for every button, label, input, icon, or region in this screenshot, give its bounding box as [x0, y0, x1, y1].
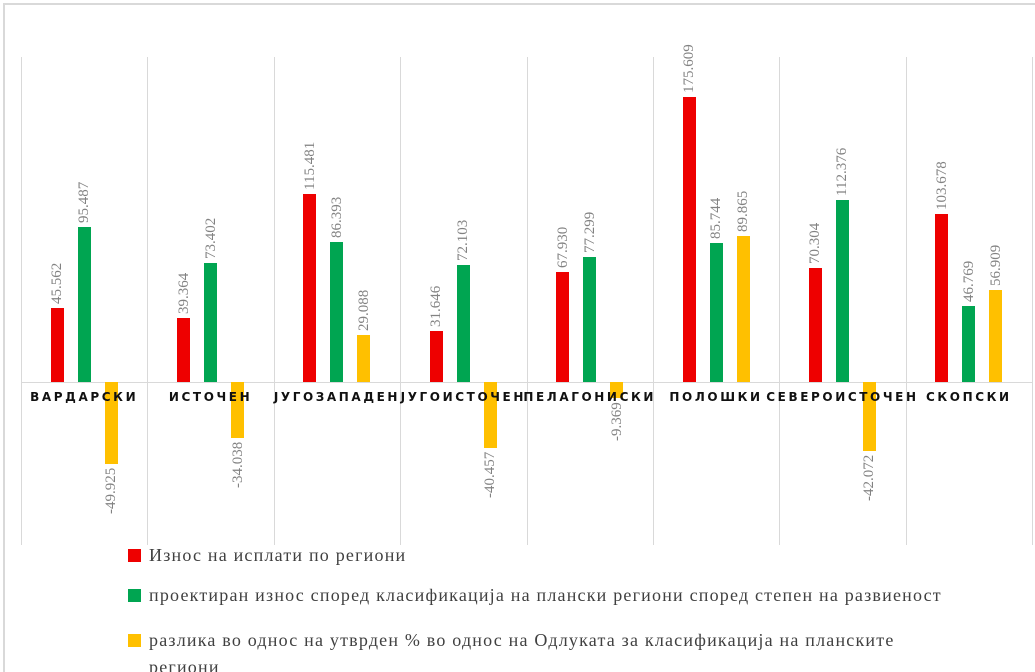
- bar-projected-5: [583, 256, 597, 383]
- value-label: 39.364: [175, 273, 192, 315]
- bar-projected-8: [962, 306, 976, 383]
- category-gridline: [1032, 57, 1033, 545]
- bar-payments-5: [556, 271, 570, 383]
- bar-payments-8: [935, 213, 949, 383]
- value-label: 31.646: [428, 285, 445, 327]
- category-gridline: [400, 57, 402, 545]
- legend-label-projected: проектиран износ според класификација на…: [149, 585, 942, 605]
- category-gridline: [273, 57, 275, 545]
- bar-payments-6: [682, 96, 696, 383]
- value-label: 95.487: [76, 181, 93, 223]
- value-label: -49.925: [103, 467, 120, 514]
- value-label: 73.402: [202, 217, 219, 259]
- value-label: -42.072: [861, 454, 878, 501]
- category-gridline: [21, 57, 22, 545]
- value-label: 70.304: [807, 222, 824, 264]
- bar-difference-5: [610, 382, 624, 398]
- category-gridline: [779, 57, 781, 545]
- bar-difference-1: [104, 382, 118, 464]
- legend-item-projected: проектиран износ според класификација на…: [128, 582, 969, 609]
- value-label: 89.865: [735, 190, 752, 233]
- bar-difference-8: [989, 289, 1003, 383]
- category-gridline: [905, 57, 907, 545]
- category-gridline: [526, 57, 528, 545]
- bar-difference-4: [483, 382, 497, 449]
- value-label: 72.103: [455, 219, 472, 262]
- value-label: 115.481: [301, 142, 318, 191]
- legend-label-difference: разлика во однос на утврден % во однос н…: [149, 630, 895, 672]
- bar-difference-6: [736, 236, 750, 383]
- value-label: 175.609: [681, 43, 698, 93]
- value-label: 86.393: [328, 196, 345, 238]
- value-label: 67.930: [554, 226, 571, 268]
- bar-payments-7: [808, 267, 822, 383]
- value-label: 112.376: [834, 147, 851, 196]
- bar-projected-4: [456, 265, 470, 383]
- value-label: 29.088: [355, 289, 372, 332]
- legend-item-payments: Износ на исплати по региони: [128, 542, 969, 569]
- category-gridline: [147, 57, 149, 545]
- bar-payments-3: [303, 194, 317, 383]
- plot-area: 45.562 39.364 115.481 31.646 67.930 175.609 70…: [21, 44, 1033, 545]
- bar-payments-4: [429, 330, 443, 383]
- bar-payments-1: [50, 308, 64, 383]
- value-label: 56.909: [987, 244, 1004, 286]
- bar-projected-6: [709, 242, 723, 383]
- legend-label-payments: Износ на исплати по региони: [149, 545, 407, 565]
- value-label: 77.299: [581, 211, 598, 253]
- bar-projected-3: [330, 241, 344, 383]
- zero-axis-line: [21, 382, 1032, 384]
- legend-swatch-yellow: [128, 634, 141, 647]
- bar-payments-2: [177, 318, 191, 383]
- value-label: 85.744: [708, 197, 725, 239]
- bar-projected-7: [835, 199, 849, 383]
- category-gridline: [652, 57, 654, 545]
- value-label: -34.038: [229, 441, 246, 488]
- legend-swatch-red: [128, 549, 141, 562]
- legend-swatch-green: [128, 589, 141, 602]
- value-label: 46.769: [960, 261, 977, 303]
- value-label: -9.369: [608, 401, 625, 441]
- value-label: 45.562: [49, 262, 66, 305]
- value-label: 103.678: [933, 160, 950, 210]
- bar-projected-1: [77, 227, 91, 383]
- bar-difference-3: [357, 335, 371, 383]
- legend-item-difference: разлика во однос на утврден % во однос н…: [128, 627, 969, 672]
- bar-difference-7: [862, 382, 876, 451]
- bar-difference-2: [231, 382, 245, 438]
- value-label: -40.457: [482, 451, 499, 499]
- bar-projected-2: [204, 262, 218, 383]
